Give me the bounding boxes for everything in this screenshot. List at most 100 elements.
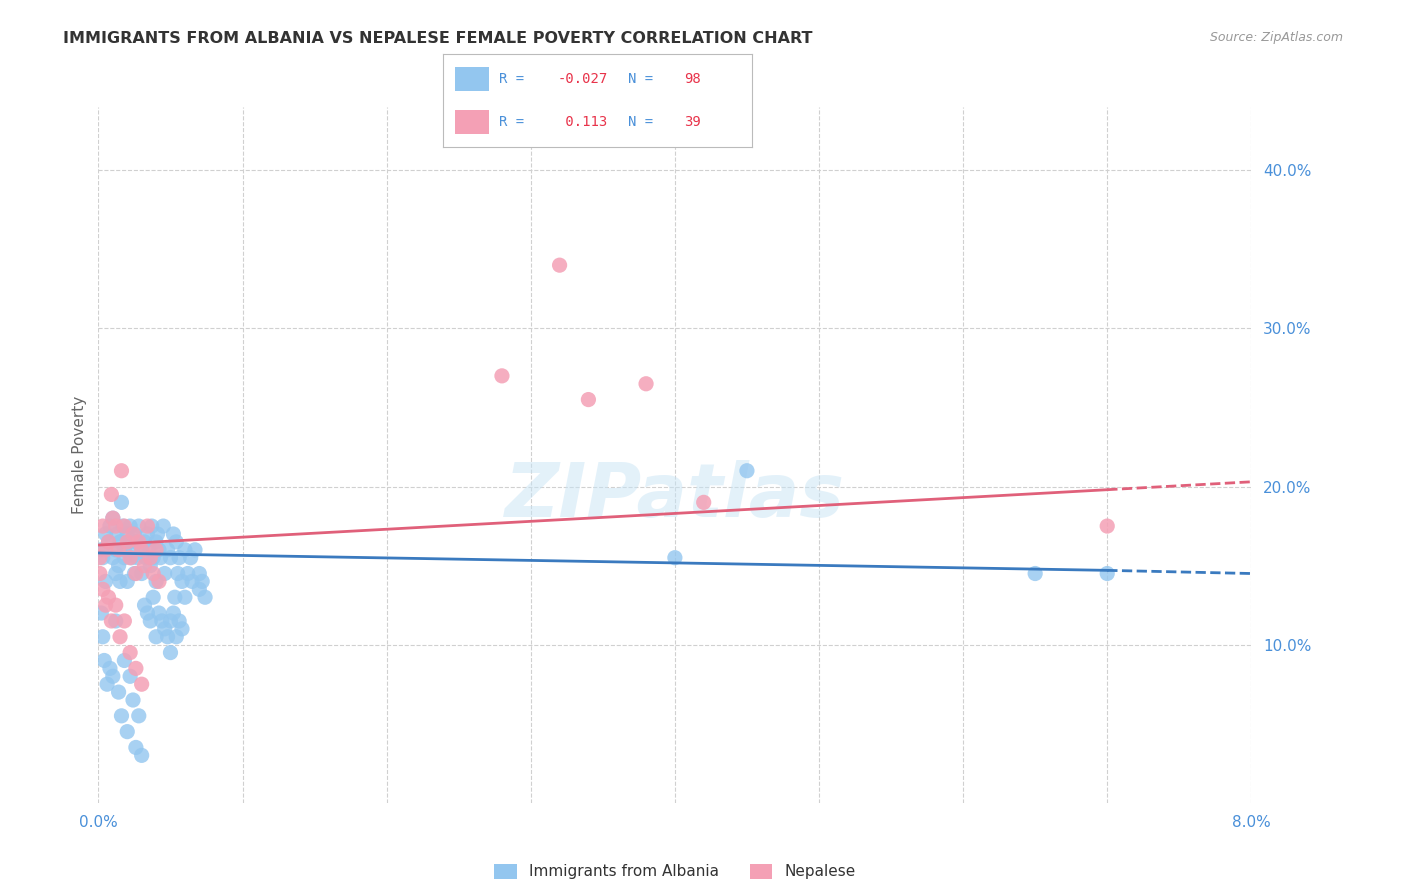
Point	[117, 724, 139, 739]
Point	[94, 542, 117, 557]
Point	[104, 566, 127, 581]
Text: Source: ZipAtlas.com: Source: ZipAtlas.com	[1209, 31, 1343, 45]
Point	[125, 661, 148, 675]
Point	[104, 598, 127, 612]
Point	[107, 542, 129, 557]
Point	[664, 550, 686, 565]
Point	[98, 519, 121, 533]
Point	[120, 646, 142, 660]
Point	[139, 550, 162, 565]
Point	[145, 534, 167, 549]
Point	[181, 574, 204, 589]
Point	[125, 534, 148, 549]
Point	[153, 566, 176, 581]
Point	[110, 495, 132, 509]
Point	[174, 542, 197, 557]
Point	[1024, 566, 1046, 581]
Point	[188, 582, 211, 597]
Point	[107, 558, 129, 573]
Point	[188, 566, 211, 581]
Point	[108, 534, 131, 549]
Point	[94, 527, 117, 541]
Point	[153, 622, 176, 636]
Point	[110, 464, 132, 478]
Point	[124, 527, 146, 541]
Point	[134, 534, 156, 549]
Point	[122, 693, 145, 707]
Point	[142, 566, 165, 581]
Point	[735, 464, 758, 478]
Point	[101, 669, 124, 683]
Point	[156, 542, 179, 557]
Point	[91, 519, 114, 533]
Point	[165, 630, 187, 644]
Point	[131, 748, 153, 763]
Point	[135, 550, 157, 565]
Point	[104, 542, 127, 557]
Point	[136, 519, 159, 533]
Point	[194, 591, 217, 605]
Point	[150, 614, 173, 628]
Point	[89, 550, 111, 565]
Point	[93, 653, 115, 667]
Text: N =: N =	[628, 115, 662, 128]
Point	[90, 606, 112, 620]
Point	[131, 542, 153, 557]
Point	[112, 550, 135, 565]
Point	[101, 550, 124, 565]
Point	[112, 614, 135, 628]
Point	[108, 574, 131, 589]
Text: ZIPatlas: ZIPatlas	[505, 460, 845, 533]
Point	[139, 614, 162, 628]
Point	[148, 606, 170, 620]
Point	[120, 550, 142, 565]
Point	[163, 591, 186, 605]
Point	[117, 527, 139, 541]
Point	[94, 574, 117, 589]
Point	[170, 574, 193, 589]
Point	[148, 542, 170, 557]
Point	[90, 542, 112, 557]
Text: -0.027: -0.027	[557, 72, 607, 86]
Point	[94, 598, 117, 612]
Point	[100, 487, 122, 501]
Point	[97, 591, 120, 605]
Point	[128, 708, 150, 723]
Point	[97, 534, 120, 549]
Point	[159, 646, 181, 660]
Point	[124, 566, 146, 581]
Point	[104, 519, 127, 533]
Point	[127, 550, 149, 565]
Point	[162, 527, 184, 541]
Point	[152, 519, 174, 533]
Point	[159, 614, 181, 628]
Point	[1097, 519, 1119, 533]
Point	[112, 519, 135, 533]
Point	[120, 519, 142, 533]
Point	[131, 677, 153, 691]
Y-axis label: Female Poverty: Female Poverty	[72, 396, 87, 514]
Point	[97, 534, 120, 549]
Point	[111, 519, 134, 533]
Point	[107, 685, 129, 699]
Text: N =: N =	[628, 72, 662, 86]
Point	[1097, 566, 1119, 581]
Point	[174, 591, 197, 605]
Point	[117, 534, 139, 549]
Text: R =: R =	[499, 72, 531, 86]
Point	[148, 574, 170, 589]
Point	[117, 574, 139, 589]
Point	[136, 606, 159, 620]
Point	[131, 542, 153, 557]
Point	[110, 708, 132, 723]
Point	[91, 550, 114, 565]
Point	[125, 740, 148, 755]
Point	[125, 566, 148, 581]
Legend: Immigrants from Albania, Nepalese: Immigrants from Albania, Nepalese	[488, 857, 862, 886]
Point	[145, 542, 167, 557]
Point	[166, 566, 188, 581]
Point	[91, 630, 114, 644]
Point	[145, 630, 167, 644]
Point	[184, 542, 207, 557]
Text: 98: 98	[685, 72, 702, 86]
